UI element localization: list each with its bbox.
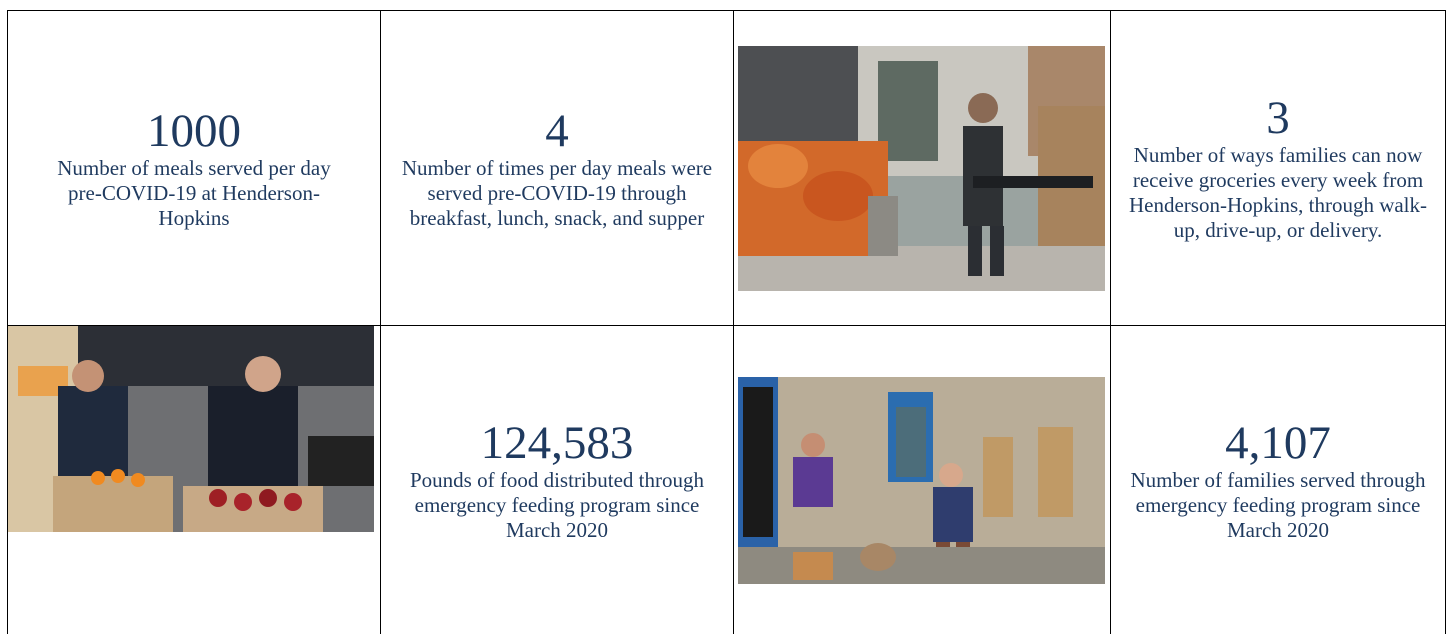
stat-cell: 1000 Number of meals served per day pre-… xyxy=(8,11,381,326)
stat-number: 4,107 xyxy=(1111,418,1445,468)
photo-volunteers-packing xyxy=(8,326,374,532)
table-row: 1000 Number of meals served per day pre-… xyxy=(8,11,1446,326)
stat-caption: Number of times per day meals were serve… xyxy=(385,156,730,231)
page: 1000 Number of meals served per day pre-… xyxy=(0,0,1450,626)
stat-number: 1000 xyxy=(8,106,380,156)
stat-caption: Pounds of food distributed through emerg… xyxy=(407,468,707,543)
photo-delivery-porch xyxy=(738,377,1105,584)
photo-cell xyxy=(734,326,1111,634)
photo-cell xyxy=(734,11,1111,326)
stat-cell: 4,107 Number of families served through … xyxy=(1111,326,1446,634)
photo-volunteers-street xyxy=(738,46,1105,291)
table-row: 124,583 Pounds of food distributed throu… xyxy=(8,326,1446,634)
stat-cell: 4 Number of times per day meals were ser… xyxy=(381,11,734,326)
stat-number: 3 xyxy=(1111,93,1445,143)
stat-caption: Number of ways families can now receive … xyxy=(1123,143,1433,243)
stat-cell: 124,583 Pounds of food distributed throu… xyxy=(381,326,734,634)
stat-caption: Number of meals served per day pre-COVID… xyxy=(44,156,344,231)
stat-number: 4 xyxy=(381,106,733,156)
stat-number: 124,583 xyxy=(381,418,733,468)
photo-cell xyxy=(8,326,381,634)
stats-table: 1000 Number of meals served per day pre-… xyxy=(7,10,1446,634)
stat-cell: 3 Number of ways families can now receiv… xyxy=(1111,11,1446,326)
stat-caption: Number of families served through emerge… xyxy=(1128,468,1428,543)
